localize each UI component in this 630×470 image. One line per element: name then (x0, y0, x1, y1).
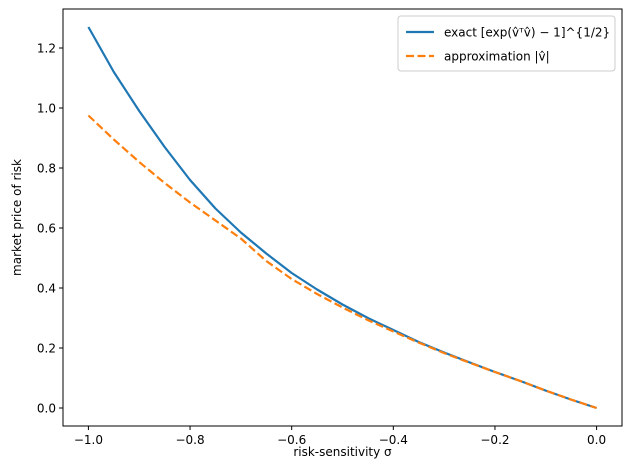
x-tick-label: −0.4 (379, 433, 408, 447)
x-tick-label: −1.0 (74, 433, 103, 447)
plot-area (87, 26, 597, 410)
axes: −1.0 −0.8 −0.6 −0.4 −0.2 0.0 0.0 0.2 0.4 0.6 0.8 1.… (37, 8, 623, 447)
y-tick-label: 0.6 (37, 222, 56, 236)
legend-box (397, 15, 616, 72)
y-tick-label: 1.0 (37, 102, 56, 116)
legend-label-2: approximation |v̂| (444, 50, 550, 64)
x-axis-label: risk-sensitivity σ (293, 445, 392, 459)
series-line-1 (87, 26, 597, 410)
x-tick-label: −0.2 (480, 433, 509, 447)
y-tick-label: 0.0 (37, 402, 56, 416)
series-line-2 (87, 114, 597, 410)
legend: exact [exp(v̂ᵀv̂) − 1]^{1/2} approximatio… (397, 15, 616, 72)
x-tick-label: −0.8 (175, 433, 204, 447)
legend-label-1: exact [exp(v̂ᵀv̂) − 1]^{1/2} (444, 26, 610, 40)
y-axis-label: market price of risk (10, 159, 24, 276)
x-tick-label: 0.0 (587, 433, 606, 447)
y-tick-label: 0.2 (37, 342, 56, 356)
x-tick-label: −0.6 (277, 433, 306, 447)
y-tick-label: 0.4 (37, 282, 56, 296)
y-tick-label: 1.2 (37, 42, 56, 56)
y-tick-label: 0.8 (37, 162, 56, 176)
axes-frame (62, 8, 623, 427)
